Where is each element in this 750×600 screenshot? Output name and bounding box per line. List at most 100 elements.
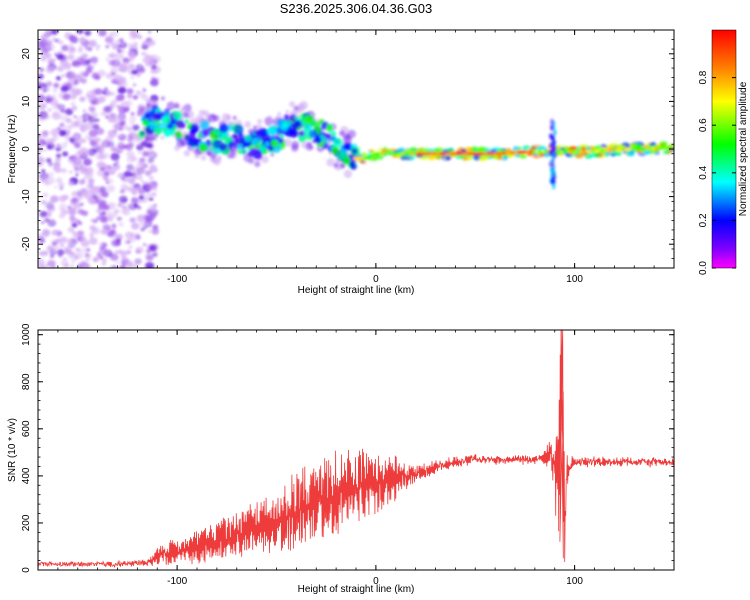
spectrogram-blob bbox=[79, 187, 89, 196]
snr-ytick-label: 800 bbox=[21, 373, 32, 390]
spectrogram-blob bbox=[289, 114, 297, 122]
spectrogram-blob bbox=[270, 139, 279, 148]
spectrogram-blob bbox=[89, 237, 98, 245]
spectrogram-blob bbox=[129, 120, 136, 126]
spectrogram-blob bbox=[91, 227, 101, 235]
spectrogram-blob bbox=[101, 139, 111, 148]
spectrogram-blob bbox=[147, 143, 154, 149]
spectrogram-blob bbox=[71, 259, 76, 263]
spectrogram-blob bbox=[478, 155, 488, 162]
spectrogram-blob bbox=[133, 33, 139, 38]
spectrogram-blob bbox=[126, 150, 135, 158]
spectrogram-blob bbox=[109, 91, 115, 96]
spectrogram-blob bbox=[55, 136, 60, 140]
spectrogram-blob bbox=[202, 110, 210, 117]
spectrogram-blob bbox=[40, 175, 49, 184]
spectrogram-blob bbox=[87, 178, 95, 184]
spectrogram-blob bbox=[121, 124, 129, 130]
spectrogram-blob bbox=[433, 147, 441, 152]
spectrogram-blob bbox=[343, 169, 353, 179]
spectrogram-blob bbox=[78, 45, 84, 50]
spectrogram-blob bbox=[167, 123, 173, 130]
spectrogram-blob bbox=[98, 202, 107, 211]
spectrogram-blob bbox=[142, 243, 147, 246]
spectrogram-blob bbox=[107, 129, 116, 137]
spectrogram-blob bbox=[100, 228, 108, 235]
spectrogram-blob bbox=[73, 74, 83, 82]
spectrogram-blob bbox=[69, 215, 76, 221]
spectrogram-blob bbox=[424, 148, 431, 153]
spectrogram-blob bbox=[129, 63, 135, 69]
spectrogram-blob bbox=[47, 219, 57, 227]
spectrogram-blob bbox=[45, 157, 52, 163]
spectrogram-blob bbox=[175, 120, 184, 129]
spectrogram-blob bbox=[142, 40, 149, 46]
spectrogram-blob bbox=[277, 111, 281, 116]
spectrogram-blob bbox=[279, 134, 285, 140]
snr-ytick-label: 200 bbox=[21, 514, 32, 531]
spectrogram-blob bbox=[89, 232, 94, 237]
spectrogram-blob bbox=[120, 49, 125, 53]
spectrogram-blob bbox=[78, 30, 84, 34]
spectrogram-blob bbox=[264, 141, 270, 147]
spectrogram-blob bbox=[104, 171, 109, 176]
spectrogram-blob bbox=[152, 252, 158, 257]
spectrogram-blob bbox=[47, 205, 56, 212]
colorbar-tick-label: 0.0 bbox=[698, 261, 709, 275]
spectrogram-blob bbox=[73, 166, 80, 172]
colorbar-gradient bbox=[711, 29, 737, 269]
spectrogram-blob bbox=[142, 119, 149, 126]
spectrogram-blob bbox=[550, 141, 555, 148]
spectrogram-blob bbox=[148, 197, 152, 201]
spectrogram-blob bbox=[124, 239, 130, 245]
spectrogram-blob bbox=[110, 145, 118, 153]
spectrogram-blob bbox=[67, 82, 71, 86]
spectrogram-blob bbox=[574, 153, 584, 159]
spectrogram-blob bbox=[153, 137, 157, 141]
spectrogram-blob bbox=[127, 93, 133, 99]
spectrogram-blob bbox=[105, 72, 113, 79]
spectrogram-blob bbox=[61, 209, 69, 215]
spectrogram-blob bbox=[85, 134, 89, 138]
spectrogram-blob bbox=[148, 175, 154, 181]
spectrogram-blob bbox=[107, 167, 117, 175]
spectrogram-blob bbox=[61, 74, 66, 78]
spectrogram-blob bbox=[52, 94, 57, 98]
spectrogram-blob bbox=[71, 88, 81, 97]
spectrogram-blob bbox=[102, 242, 108, 248]
spectrogram-blob bbox=[265, 119, 273, 127]
spectrogram-blob bbox=[47, 260, 56, 268]
spectrogram-blob bbox=[59, 203, 67, 210]
spectrogram-blob bbox=[294, 106, 299, 111]
spectrogram-blob bbox=[294, 115, 299, 121]
spectrogram-blob bbox=[550, 178, 555, 185]
spectrogram-blob bbox=[128, 141, 135, 147]
spectrogram-blob bbox=[188, 137, 198, 147]
spectrogram-blob bbox=[421, 155, 429, 160]
spectrogram-blob bbox=[117, 140, 125, 147]
spectrogram-blob bbox=[55, 177, 63, 184]
spectrogram-xtick-label: 0 bbox=[373, 274, 379, 285]
spectrogram-blob bbox=[112, 46, 116, 50]
spectrogram-blob bbox=[139, 215, 145, 220]
spectrogram-blob bbox=[141, 51, 146, 56]
spectrogram-blob bbox=[326, 158, 335, 167]
spectrogram-blob bbox=[42, 130, 49, 136]
spectrogram-blob bbox=[111, 59, 121, 67]
spectrogram-blob bbox=[101, 191, 109, 198]
spectrogram-blob bbox=[377, 148, 383, 152]
spectrogram-blob bbox=[87, 148, 97, 157]
spectrogram-blob bbox=[96, 252, 101, 257]
spectrogram-blob bbox=[83, 157, 93, 166]
spectrogram-blob bbox=[45, 80, 52, 86]
spectrogram-blob bbox=[267, 125, 278, 136]
spectrogram-blob bbox=[95, 47, 100, 51]
spectrogram-blob bbox=[132, 41, 139, 47]
spectrogram-blob bbox=[148, 229, 152, 233]
spectrogram-blob bbox=[368, 149, 376, 154]
spectrogram-blob bbox=[336, 152, 346, 161]
spectrogram-blob bbox=[119, 38, 124, 43]
spectrogram-blob bbox=[67, 46, 77, 54]
spectrogram-blob bbox=[39, 158, 43, 162]
